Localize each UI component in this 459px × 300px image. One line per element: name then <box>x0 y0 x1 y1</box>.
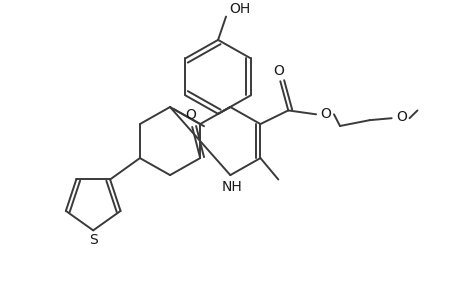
Text: NH: NH <box>221 180 242 194</box>
Text: O: O <box>272 64 283 78</box>
Text: OH: OH <box>229 2 250 16</box>
Text: O: O <box>185 108 195 122</box>
Text: S: S <box>89 233 97 247</box>
Text: O: O <box>320 107 331 121</box>
Text: O: O <box>395 110 406 124</box>
